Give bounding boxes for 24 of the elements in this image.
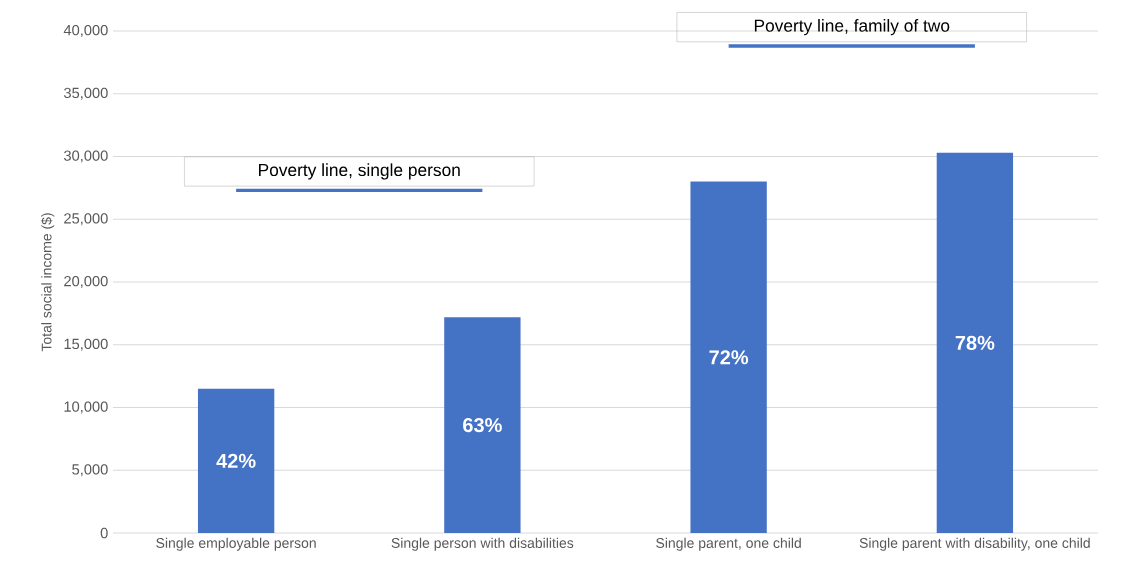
y-tick-label: 35,000 bbox=[64, 87, 108, 100]
y-tick-label: 5,000 bbox=[72, 464, 108, 477]
x-tick-label: Single parent with disability, one child bbox=[859, 537, 1090, 551]
x-tick-label: Single person with disabilities bbox=[391, 537, 574, 551]
y-tick-label: 15,000 bbox=[64, 338, 108, 351]
series-label: Poverty line, single person bbox=[259, 163, 460, 180]
annotation: 63% bbox=[463, 417, 502, 433]
bar bbox=[936, 152, 1014, 533]
y-tick-label: 0 bbox=[100, 527, 108, 539]
annotation: 78% bbox=[955, 335, 995, 350]
y-tick-label: 20,000 bbox=[64, 275, 108, 289]
bar bbox=[444, 317, 521, 533]
y-axis-title: Total social income ($) bbox=[41, 213, 55, 352]
y-tick-label: 25,000 bbox=[64, 213, 108, 226]
series-label: Poverty line, family of two bbox=[754, 19, 950, 36]
bar bbox=[197, 388, 275, 533]
y-tick-label: 40,000 bbox=[63, 24, 108, 38]
x-tick-label: Single parent, one child bbox=[656, 537, 801, 551]
annotation: 42% bbox=[216, 453, 256, 468]
x-tick-label: Single employable person bbox=[156, 537, 316, 551]
y-tick-label: 30,000 bbox=[64, 150, 108, 163]
bar bbox=[690, 181, 767, 533]
y-tick-label: 10,000 bbox=[64, 401, 108, 414]
annotation: 72% bbox=[709, 350, 749, 365]
